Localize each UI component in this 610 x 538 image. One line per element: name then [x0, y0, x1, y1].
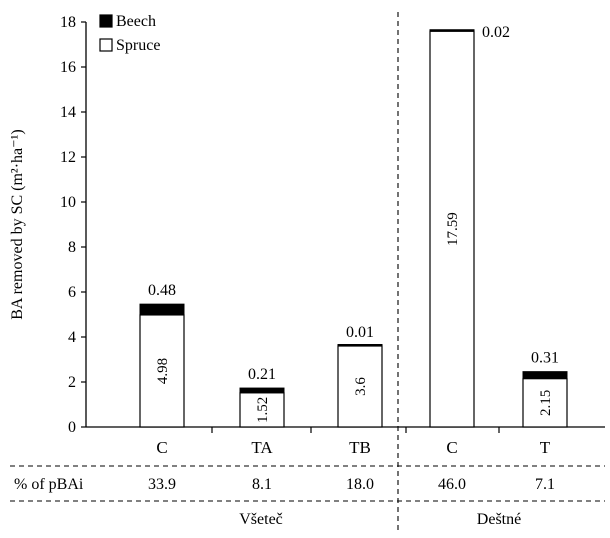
- category-label: C: [446, 438, 457, 457]
- category-table: C TA TB C T % of pBAi 33.9 8.1 18.0 46.0 7.1 Všeteč…: [10, 438, 605, 528]
- y-tick-label: 12: [60, 149, 76, 166]
- beech-value-label: 0.02: [482, 24, 510, 41]
- legend-swatch: [99, 38, 113, 52]
- pct-value: 46.0: [438, 476, 466, 493]
- spruce-value-label: 3.6: [353, 377, 369, 396]
- pct-value: 18.0: [346, 476, 374, 493]
- beech-value-label: 0.31: [531, 350, 559, 367]
- bars: [139, 29, 568, 428]
- group-label: Deštné: [477, 511, 521, 528]
- bar-beech: [139, 303, 185, 316]
- bar-beech: [239, 387, 285, 394]
- y-tick-label: 0: [68, 419, 76, 436]
- y-tick-label: 2: [68, 374, 76, 391]
- legend-label: Beech: [116, 13, 156, 30]
- y-axis-title: BA removed by SC (m²·ha⁻¹): [9, 129, 26, 319]
- category-label: TB: [349, 438, 371, 457]
- bar-spruce: [522, 378, 568, 428]
- category-label: T: [540, 438, 551, 457]
- y-tick-label: 18: [60, 14, 76, 31]
- bar-beech: [429, 29, 475, 32]
- spruce-value-label: 1.52: [255, 397, 271, 423]
- legend: Beech Spruce: [99, 13, 160, 54]
- group-label: Všeteč: [239, 511, 283, 528]
- category-label: TA: [251, 438, 273, 457]
- category-label: C: [156, 438, 167, 457]
- y-tick-label: 14: [60, 104, 76, 121]
- beech-value-label: 0.01: [346, 324, 374, 341]
- bar-beech: [337, 344, 383, 347]
- y-tick-label: 8: [68, 239, 76, 256]
- pct-value: 8.1: [252, 476, 272, 493]
- beech-value-label: 0.48: [148, 282, 176, 299]
- pct-value: 7.1: [535, 476, 555, 493]
- pct-value: 33.9: [148, 476, 176, 493]
- pct-row-label: % of pBAi: [14, 476, 84, 493]
- y-tick-label: 4: [68, 329, 76, 346]
- legend-label: Spruce: [116, 37, 160, 54]
- spruce-value-label: 17.59: [445, 212, 461, 246]
- y-tick-label: 16: [60, 59, 76, 76]
- axes: 0 2 4 6 8 10 12 14 16 18 BA removed by SC (m²·ha⁻¹…: [9, 12, 605, 532]
- bar-spruce: [429, 30, 475, 428]
- data-labels: 4.98 0.48 1.52 0.21 3.6 0.01 17.59 0.02 2.15 0.31: [148, 24, 559, 423]
- y-tick-label: 6: [68, 284, 76, 301]
- bar-beech: [522, 371, 568, 380]
- y-tick-label: 10: [60, 194, 76, 211]
- spruce-value-label: 4.98: [155, 358, 171, 384]
- spruce-value-label: 2.15: [538, 390, 554, 416]
- beech-value-label: 0.21: [248, 366, 276, 383]
- legend-swatch: [99, 14, 113, 28]
